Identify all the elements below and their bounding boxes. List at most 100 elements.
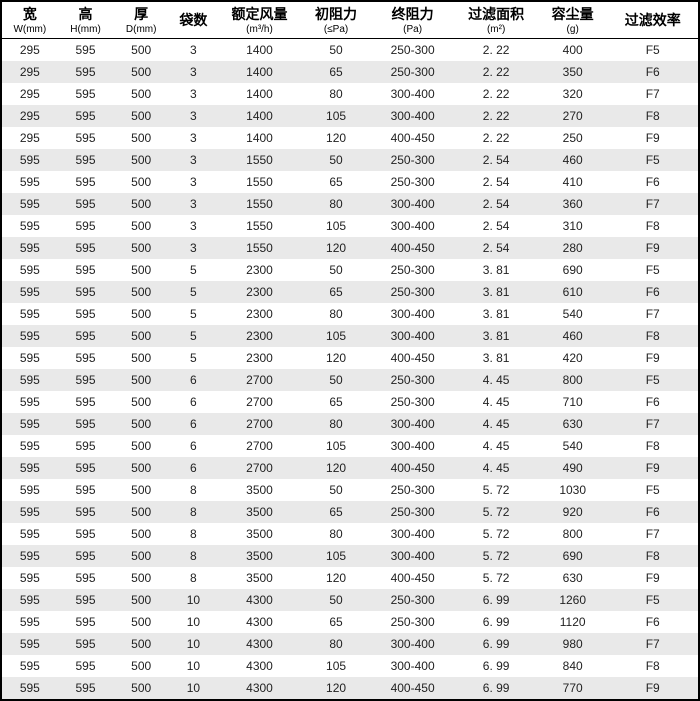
table-cell: 595 <box>2 193 58 215</box>
table-cell: 3. 81 <box>454 259 538 281</box>
table-cell: 80 <box>301 633 371 655</box>
table-cell: 1400 <box>218 83 302 105</box>
table-row: 59559550083500120400-4505. 72630F9 <box>2 567 698 589</box>
table-cell: 2300 <box>218 325 302 347</box>
table-cell: 800 <box>538 523 608 545</box>
table-cell: 8 <box>169 523 218 545</box>
table-cell: 595 <box>58 149 114 171</box>
table-cell: 250-300 <box>371 61 455 83</box>
table-cell: 105 <box>301 105 371 127</box>
table-cell: 595 <box>58 259 114 281</box>
table-row: 595595500104300105300-4006. 99840F8 <box>2 655 698 677</box>
table-row: 5955955006270080300-4004. 45630F7 <box>2 413 698 435</box>
table-cell: 6 <box>169 413 218 435</box>
table-cell: 595 <box>2 391 58 413</box>
table-cell: F7 <box>607 303 698 325</box>
table-cell: 400-450 <box>371 237 455 259</box>
table-cell: 595 <box>2 567 58 589</box>
table-cell: 5 <box>169 259 218 281</box>
table-cell: 630 <box>538 567 608 589</box>
table-cell: 500 <box>113 391 169 413</box>
table-row: 5955955008350050250-3005. 721030F5 <box>2 479 698 501</box>
table-cell: 5 <box>169 303 218 325</box>
table-cell: 500 <box>113 347 169 369</box>
table-cell: 80 <box>301 413 371 435</box>
table-cell: 400 <box>538 38 608 61</box>
table-row: 59559550031550120400-4502. 54280F9 <box>2 237 698 259</box>
table-cell: 1550 <box>218 171 302 193</box>
table-cell: 2. 54 <box>454 171 538 193</box>
table-cell: 595 <box>58 633 114 655</box>
table-cell: 595 <box>58 237 114 259</box>
table-cell: 3 <box>169 83 218 105</box>
table-cell: 500 <box>113 501 169 523</box>
table-cell: 595 <box>2 413 58 435</box>
table-cell: F6 <box>607 611 698 633</box>
table-cell: 2. 22 <box>454 61 538 83</box>
table-cell: F8 <box>607 215 698 237</box>
table-cell: 10 <box>169 589 218 611</box>
table-row: 5955955003155065250-3002. 54410F6 <box>2 171 698 193</box>
table-cell: 2. 54 <box>454 193 538 215</box>
table-cell: 310 <box>538 215 608 237</box>
table-cell: 595 <box>58 501 114 523</box>
table-cell: 540 <box>538 435 608 457</box>
table-cell: 595 <box>2 435 58 457</box>
table-cell: 250-300 <box>371 171 455 193</box>
table-row: 59559550031550105300-4002. 54310F8 <box>2 215 698 237</box>
table-cell: F9 <box>607 457 698 479</box>
table-cell: 3 <box>169 171 218 193</box>
table-cell: 500 <box>113 281 169 303</box>
header-row: 宽 W(mm) 高 H(mm) 厚 D(mm) 袋数 额定风量 (m³/h <box>2 2 698 38</box>
table-cell: F7 <box>607 413 698 435</box>
table-cell: 50 <box>301 369 371 391</box>
table-cell: 3500 <box>218 479 302 501</box>
table-cell: 500 <box>113 567 169 589</box>
table-cell: 595 <box>58 193 114 215</box>
table-cell: 4300 <box>218 677 302 699</box>
table-cell: F6 <box>607 171 698 193</box>
table-row: 5955955005230050250-3003. 81690F5 <box>2 259 698 281</box>
table-cell: 8 <box>169 545 218 567</box>
table-cell: F8 <box>607 435 698 457</box>
table-cell: 690 <box>538 545 608 567</box>
table-cell: 1400 <box>218 38 302 61</box>
table-cell: 120 <box>301 347 371 369</box>
table-cell: 595 <box>2 457 58 479</box>
table-row: 59559550052300105300-4003. 81460F8 <box>2 325 698 347</box>
table-cell: F7 <box>607 633 698 655</box>
table-cell: 500 <box>113 303 169 325</box>
table-cell: 595 <box>58 38 114 61</box>
table-cell: 500 <box>113 149 169 171</box>
table-cell: 8 <box>169 501 218 523</box>
col-header-height: 高 H(mm) <box>58 2 114 38</box>
col-header-filterarea: 过滤面积 (m²) <box>454 2 538 38</box>
table-row: 2955955003140050250-3002. 22400F5 <box>2 38 698 61</box>
table-cell: 300-400 <box>371 655 455 677</box>
table-cell: 595 <box>2 523 58 545</box>
table-cell: 250-300 <box>371 501 455 523</box>
table-cell: 65 <box>301 501 371 523</box>
table-cell: 595 <box>2 545 58 567</box>
table-cell: 5. 72 <box>454 501 538 523</box>
table-cell: 595 <box>58 369 114 391</box>
table-cell: 540 <box>538 303 608 325</box>
table-cell: F7 <box>607 523 698 545</box>
table-head: 宽 W(mm) 高 H(mm) 厚 D(mm) 袋数 额定风量 (m³/h <box>2 2 698 38</box>
table-cell: 595 <box>58 413 114 435</box>
table-cell: 300-400 <box>371 303 455 325</box>
table-cell: 2700 <box>218 391 302 413</box>
table-cell: 490 <box>538 457 608 479</box>
table-cell: F9 <box>607 237 698 259</box>
table-cell: 1550 <box>218 215 302 237</box>
table-cell: 595 <box>58 435 114 457</box>
table-cell: 500 <box>113 105 169 127</box>
table-cell: 295 <box>2 38 58 61</box>
table-cell: 250-300 <box>371 391 455 413</box>
table-cell: 105 <box>301 545 371 567</box>
table-cell: 65 <box>301 61 371 83</box>
table-cell: 250-300 <box>371 589 455 611</box>
table-cell: 400-450 <box>371 567 455 589</box>
table-cell: 2. 22 <box>454 105 538 127</box>
col-header-bags: 袋数 <box>169 2 218 38</box>
